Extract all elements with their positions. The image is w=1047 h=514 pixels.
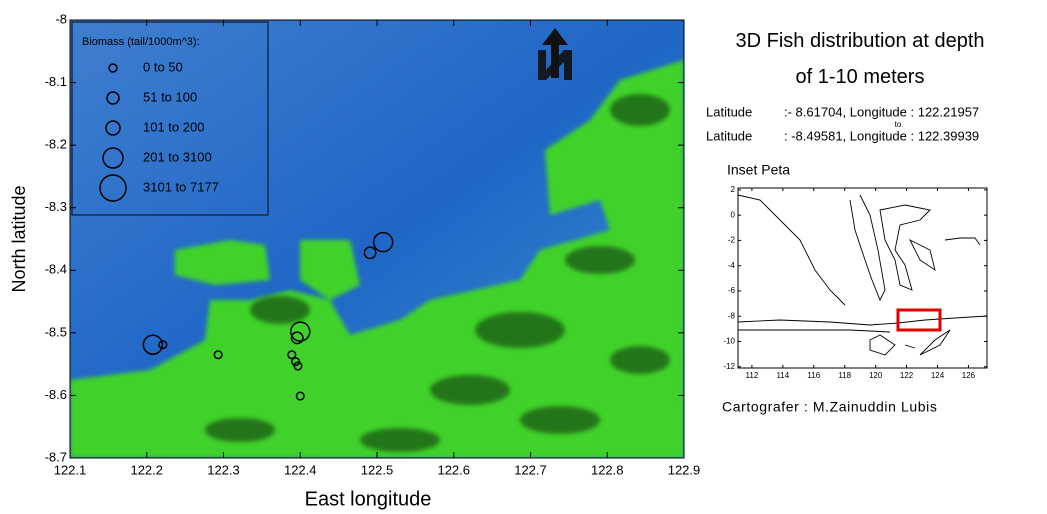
x-tick-label: 116	[807, 371, 820, 380]
from-label: Latitude	[706, 104, 752, 119]
y-tick-label: 0	[731, 210, 736, 219]
y-tick-label: -8.2	[45, 137, 67, 152]
y-tick-label: -4	[728, 261, 736, 270]
legend-title: Biomass (tail/1000m^3):	[82, 36, 200, 48]
x-tick-label: 122.6	[437, 462, 470, 477]
y-tick-label: -8	[728, 311, 736, 320]
x-tick-label: 122	[900, 371, 914, 380]
legend-label: 201 to 3100	[143, 149, 212, 164]
to-label: Latitude	[706, 128, 752, 143]
x-tick-label: 122.9	[668, 462, 701, 477]
credit: Cartografer : M.Zainuddin Lubis	[722, 399, 937, 415]
y-tick-label: -8.7	[45, 449, 67, 464]
y-tick-label: -8.3	[45, 199, 67, 214]
x-tick-label: 122.5	[361, 462, 394, 477]
x-tick-label: 122.7	[514, 462, 547, 477]
y-tick-label: -2	[728, 236, 736, 245]
y-tick-label: -6	[728, 286, 736, 295]
y-tick-label: -8.5	[45, 324, 67, 339]
to-value: : -8.49581, Longitude : 122.39939	[784, 128, 979, 143]
x-tick-label: 120	[869, 371, 883, 380]
from-value: :- 8.61704, Longitude : 122.21957	[784, 104, 979, 119]
x-tick-label: 122.1	[54, 462, 87, 477]
x-tick-label: 126	[962, 371, 976, 380]
y-tick-label: -12	[723, 362, 735, 371]
legend-label: 51 to 100	[143, 89, 197, 104]
y-tick-label: -8	[55, 11, 67, 26]
x-tick-label: 122.3	[207, 462, 240, 477]
x-tick-label: 118	[838, 371, 851, 380]
x-tick-label: 122.2	[130, 462, 163, 477]
x-tick-label: 122.4	[284, 462, 317, 477]
x-axis-title: East longitude	[305, 488, 432, 510]
y-tick-label: -8.4	[45, 262, 67, 277]
x-tick-label: 124	[931, 371, 945, 380]
x-tick-label: 114	[776, 371, 789, 380]
inset-title: Inset Peta	[727, 162, 790, 178]
y-tick-label: -8.6	[45, 387, 67, 402]
legend-label: 0 to 50	[143, 59, 183, 74]
page: 3D Fish distribution at depthof 1-10 met…	[0, 0, 1047, 514]
x-tick-label: 112	[746, 371, 759, 380]
y-tick-label: 2	[731, 185, 736, 194]
figure: 3D Fish distribution at depthof 1-10 met…	[0, 0, 1047, 514]
x-tick-label: 122.8	[591, 462, 624, 477]
y-tick-label: -10	[723, 337, 735, 346]
legend-label: 101 to 200	[143, 119, 204, 134]
legend-label: 3101 to 7177	[143, 179, 219, 194]
y-tick-label: -8.1	[45, 74, 67, 89]
y-axis-title: North latitude	[9, 185, 29, 292]
map-background	[70, 20, 684, 458]
